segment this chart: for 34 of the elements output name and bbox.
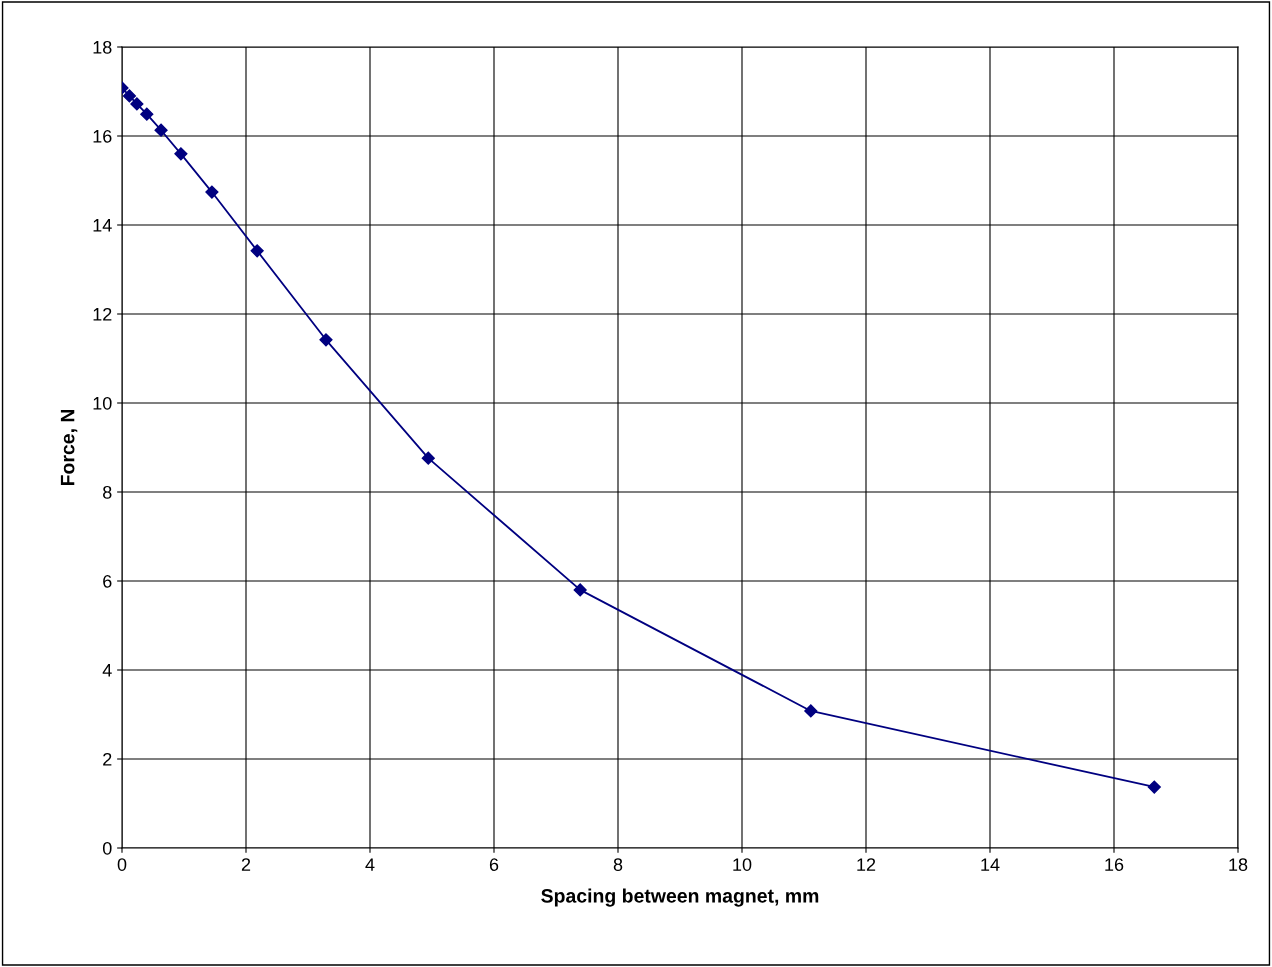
y-tick-label: 0 [102,841,112,855]
y-tick-label: 6 [103,574,112,588]
y-tick-label: 8 [103,485,112,499]
point [205,185,219,199]
point [573,583,587,597]
x-tick-label: 8 [613,858,623,871]
point [122,89,137,103]
x-tick-label: 6 [489,858,499,871]
x-tick-label: 16 [1105,858,1124,871]
y-tick-label: 14 [93,219,112,232]
x-tick-label: 2 [241,858,251,871]
x-tick-label: 18 [1229,858,1248,871]
y-tick-label: 10 [93,396,112,410]
x-axis-title: Spacing between magnet, mm [541,888,819,907]
point [140,107,154,121]
x-tick-label: 0 [117,858,127,871]
x-tick-label: 14 [981,858,1000,871]
y-tick-label: 2 [103,752,112,766]
y-axis-title: Force, N [60,409,78,486]
x-tick-label: 12 [857,858,876,871]
point [1147,780,1161,794]
x-tick-label: 10 [733,858,752,871]
point [250,244,264,258]
y-tick-label: 12 [93,307,112,321]
point [130,97,144,111]
point [804,704,818,718]
y-tick-label: 16 [93,129,112,143]
point [174,147,188,161]
point [319,333,333,347]
y-tick-label: 18 [93,40,112,54]
point [421,451,435,465]
x-tick-label: 4 [365,858,375,871]
y-tick-label: 4 [102,664,112,677]
point [154,123,168,137]
